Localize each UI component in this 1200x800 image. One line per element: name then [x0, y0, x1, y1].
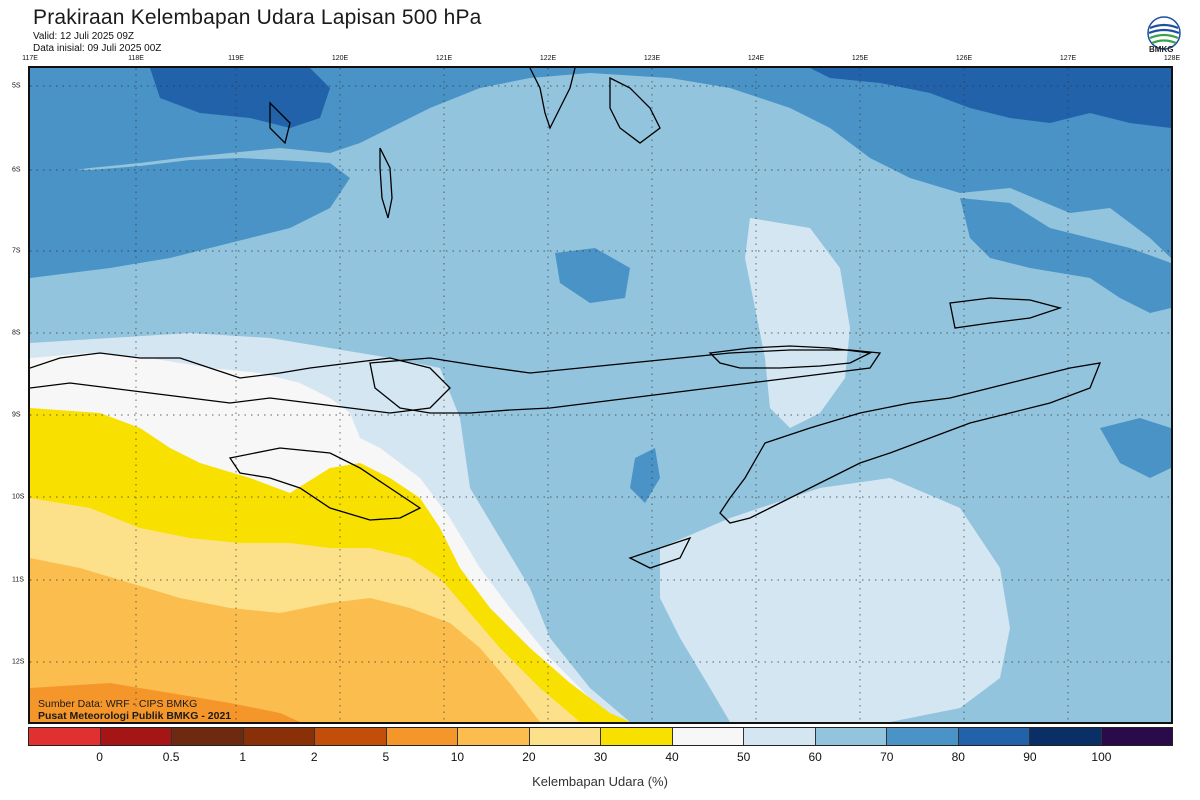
lon-label: 128E — [1163, 55, 1181, 62]
legend-tick-label: 90 — [1023, 750, 1037, 764]
legend-swatch — [744, 728, 816, 745]
legend-swatch — [29, 728, 101, 745]
legend-tick-label: 100 — [1091, 750, 1112, 764]
legend-swatch — [672, 728, 744, 745]
logo-text: BMKG — [1149, 45, 1174, 54]
coast-bird — [269, 101, 291, 145]
coastlines — [30, 68, 1102, 569]
lon-label: 125E — [851, 55, 869, 62]
legend-tick-label: 1 — [239, 750, 247, 764]
legend-tick-label: 40 — [665, 750, 679, 764]
lat-label: 7S — [12, 247, 21, 255]
legend-tick-label: 50 — [736, 750, 751, 764]
humidity-blob-2 — [630, 448, 660, 503]
humidity-blob-3 — [1100, 418, 1171, 478]
legend-tick-label: 70 — [880, 750, 894, 764]
legend-swatch — [458, 728, 530, 745]
legend-tick-label: 10 — [450, 750, 465, 764]
coast-wetar — [949, 297, 1063, 329]
lat-label: 6S — [12, 166, 21, 174]
humidity-blob-4 — [840, 608, 910, 673]
lon-label: 120E — [331, 55, 349, 62]
legend-tick-label: 0.5 — [162, 750, 180, 764]
lat-label: 5S — [12, 82, 21, 90]
lon-label: 118E — [128, 55, 144, 62]
humidity-blob-1 — [555, 248, 630, 303]
lon-label: 122E — [539, 55, 557, 62]
coast-rote — [628, 536, 692, 569]
legend-tick-label: 20 — [522, 750, 536, 764]
lat-label: 9S — [12, 411, 21, 419]
coast-alor — [708, 345, 873, 369]
legend-swatch — [815, 728, 887, 745]
legend-swatch — [1030, 728, 1102, 745]
humidity-band-5-10 — [30, 683, 300, 722]
humidity-pale-patch-center — [745, 218, 850, 428]
lon-label: 124E — [747, 55, 765, 62]
humidity-band-70-80-west — [30, 158, 350, 278]
lon-label: 126E — [955, 55, 973, 62]
coast-selayar — [379, 147, 393, 219]
humidity-pale-patch-south — [660, 478, 1010, 722]
legend-swatch — [887, 728, 959, 745]
lon-label: 119E — [228, 55, 244, 62]
legend-swatch — [958, 728, 1030, 745]
coast-sumba — [228, 447, 422, 521]
humidity-band-80-90-ne — [810, 68, 1171, 128]
lat-label: 8S — [12, 329, 21, 337]
coast-sumbawa-west — [30, 352, 451, 414]
color-legend — [28, 727, 1173, 746]
humidity-map — [28, 66, 1173, 724]
init-time: Data inisial: 09 Juli 2025 00Z — [33, 43, 162, 54]
legend-swatch — [172, 728, 244, 745]
legend-tick-label: 80 — [951, 750, 965, 764]
legend-tick-label: 30 — [593, 750, 608, 764]
legend-swatch — [1101, 728, 1172, 745]
lat-label: 12S — [12, 658, 25, 666]
data-source-credit: Sumber Data: WRF - CIPS BMKG — [38, 698, 198, 710]
legend-swatch — [243, 728, 315, 745]
humidity-band-70-80-east — [960, 198, 1171, 313]
organization-credit: Pusat Meteorologi Publik BMKG - 2021 — [38, 710, 232, 722]
valid-time: Valid: 12 Juli 2025 09Z — [33, 31, 134, 42]
lat-label: 11S — [12, 576, 24, 584]
humidity-band-10-20 — [30, 558, 540, 722]
coast-sulawesi-south — [529, 68, 576, 130]
legend-tick-label: 0 — [96, 750, 103, 764]
lat-label: 10S — [12, 493, 25, 501]
coast-buton — [609, 76, 661, 144]
legend-swatch — [386, 728, 458, 745]
coast-flores — [369, 349, 882, 414]
lon-label: 117E — [22, 55, 38, 62]
map-canvas — [30, 68, 1171, 722]
humidity-band-80-90-nw — [150, 68, 330, 128]
lon-label: 127E — [1059, 55, 1077, 62]
legend-tick-label: 2 — [310, 750, 318, 764]
bmkg-logo-icon — [1147, 16, 1181, 50]
legend-title: Kelembapan Udara (%) — [532, 774, 668, 789]
legend-swatch — [315, 728, 387, 745]
map-title: Prakiraan Kelembapan Udara Lapisan 500 h… — [33, 6, 482, 29]
lon-label: 123E — [643, 55, 661, 62]
lon-label: 121E — [435, 55, 453, 62]
coast-timor — [719, 362, 1102, 524]
legend-tick-label: 60 — [808, 750, 822, 764]
legend-swatch — [601, 728, 673, 745]
legend-swatch — [529, 728, 601, 745]
legend-swatch — [100, 728, 172, 745]
legend-tick-label: 5 — [382, 750, 390, 764]
